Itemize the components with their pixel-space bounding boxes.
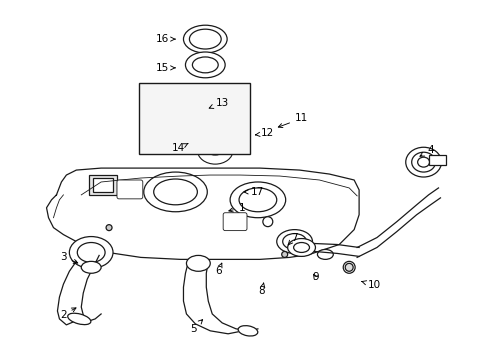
Circle shape <box>345 264 352 271</box>
Ellipse shape <box>276 230 312 253</box>
Circle shape <box>263 217 272 227</box>
Ellipse shape <box>153 179 197 205</box>
Text: 16: 16 <box>156 34 175 44</box>
Circle shape <box>106 225 112 231</box>
Ellipse shape <box>186 255 210 271</box>
Ellipse shape <box>192 57 218 73</box>
Text: 7: 7 <box>287 233 297 245</box>
Text: 13: 13 <box>209 98 228 108</box>
Ellipse shape <box>69 237 113 268</box>
Ellipse shape <box>185 52 224 78</box>
Text: 17: 17 <box>244 187 264 197</box>
Text: 2: 2 <box>60 308 76 320</box>
Text: 14: 14 <box>172 143 187 153</box>
Bar <box>93 178 113 192</box>
Text: 5: 5 <box>190 320 202 334</box>
Circle shape <box>343 261 354 273</box>
Ellipse shape <box>189 29 221 49</box>
Circle shape <box>281 251 287 257</box>
Ellipse shape <box>238 326 257 336</box>
Ellipse shape <box>197 136 233 164</box>
Bar <box>200 130 230 150</box>
Ellipse shape <box>67 313 91 325</box>
Polygon shape <box>46 168 358 260</box>
Ellipse shape <box>239 188 276 212</box>
Text: 9: 9 <box>311 272 318 282</box>
Ellipse shape <box>317 249 333 260</box>
Ellipse shape <box>405 147 441 177</box>
Ellipse shape <box>156 94 168 102</box>
Ellipse shape <box>143 172 207 212</box>
Text: 8: 8 <box>258 283 264 296</box>
Ellipse shape <box>203 123 226 141</box>
Ellipse shape <box>77 243 105 262</box>
Ellipse shape <box>282 234 306 249</box>
Ellipse shape <box>230 182 285 218</box>
Text: 3: 3 <box>60 252 78 264</box>
FancyBboxPatch shape <box>117 180 142 199</box>
Ellipse shape <box>81 261 101 273</box>
Ellipse shape <box>183 25 226 53</box>
Bar <box>427 155 446 165</box>
Ellipse shape <box>293 243 309 252</box>
Ellipse shape <box>417 157 428 167</box>
Text: 11: 11 <box>278 113 307 127</box>
Ellipse shape <box>287 239 315 256</box>
Bar <box>89 175 117 195</box>
Text: 12: 12 <box>255 129 274 138</box>
Text: 1: 1 <box>228 203 245 213</box>
Text: 4: 4 <box>419 145 433 156</box>
Text: 10: 10 <box>361 280 380 290</box>
Bar <box>139 83 249 154</box>
Text: 6: 6 <box>214 263 222 276</box>
Ellipse shape <box>411 152 435 172</box>
Ellipse shape <box>152 91 172 105</box>
Text: 15: 15 <box>156 63 175 73</box>
Circle shape <box>155 129 165 138</box>
Ellipse shape <box>205 141 224 155</box>
Ellipse shape <box>197 117 233 144</box>
Circle shape <box>152 125 168 141</box>
FancyBboxPatch shape <box>223 213 246 231</box>
